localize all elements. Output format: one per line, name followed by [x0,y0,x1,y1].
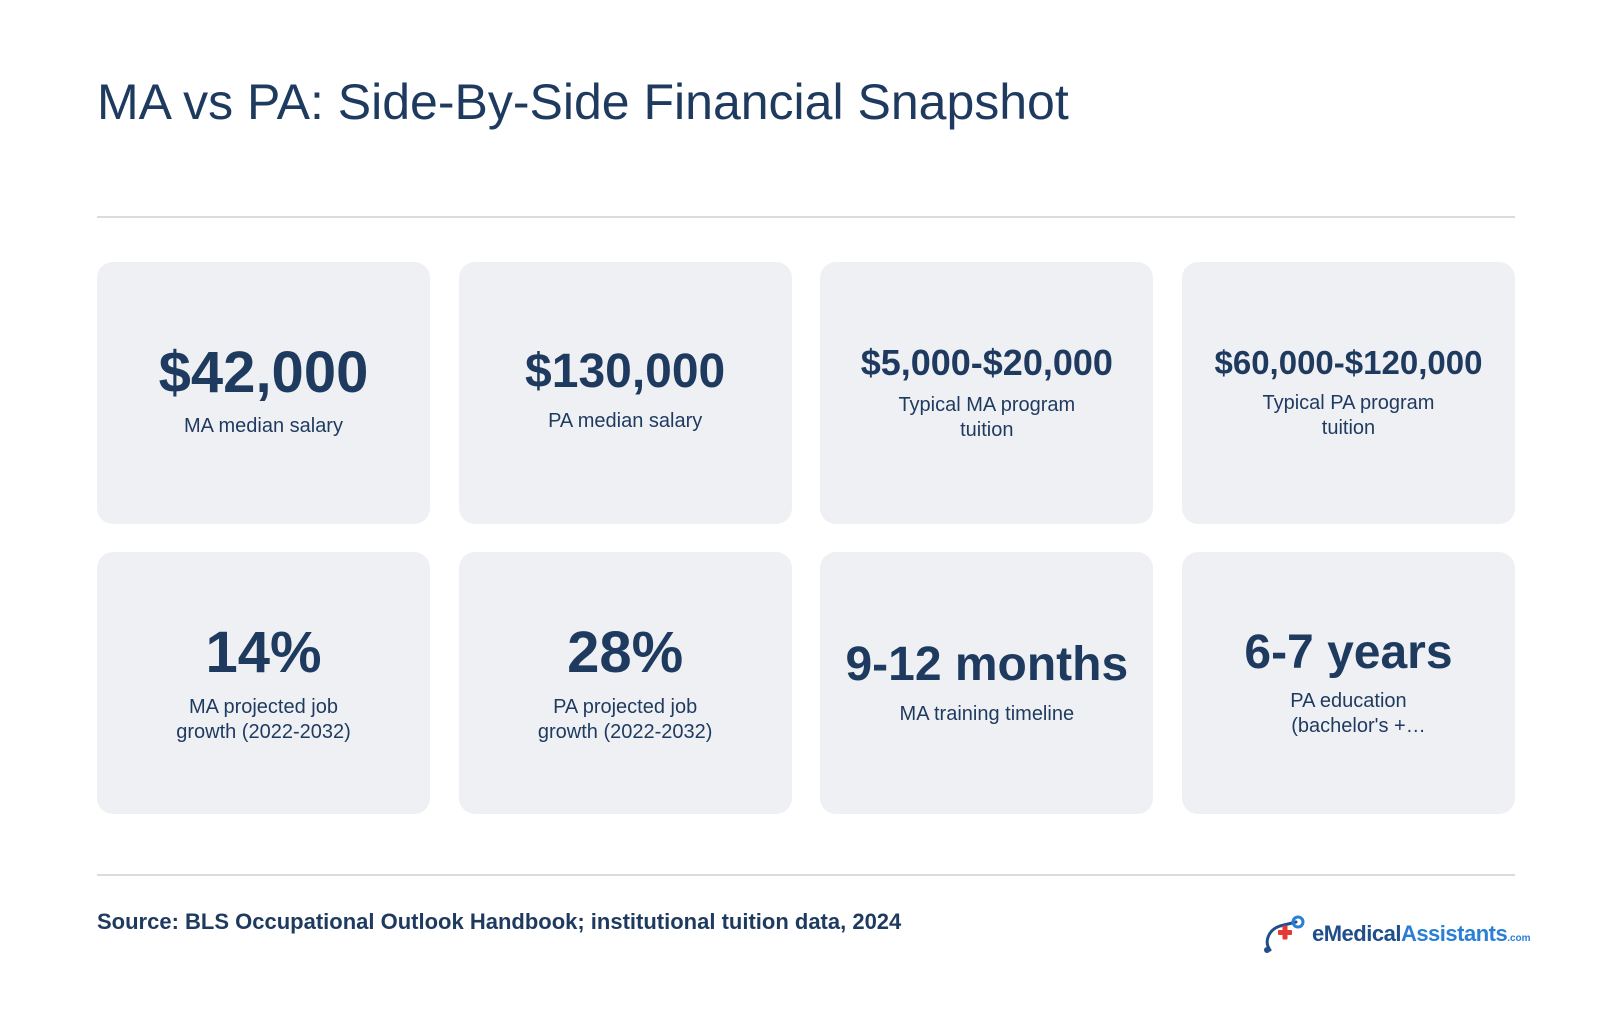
stat-label: PA median salary [548,409,703,432]
stat-card-pa-growth: 28% PA projected job growth (2022-2032) [458,552,792,814]
stat-card-ma-tuition: $5,000-$20,000 Typical MA program tuitio… [820,262,1154,524]
medical-cross-logo-icon [1264,915,1305,953]
stat-value: $42,000 [158,339,369,405]
bottom-divider [97,874,1515,876]
stat-card-pa-tuition: $60,000-$120,000 Typical PA program tuit… [1181,262,1515,524]
stat-value: 28% [567,620,684,686]
stat-label: MA projected job growth (2022-2032) [176,695,351,743]
stat-value: 9-12 months [845,638,1129,692]
logo-wordmark: eMedicalAssistants.com [1312,921,1531,947]
stat-label: MA median salary [184,415,343,438]
top-divider [97,216,1515,218]
stat-value: 14% [205,620,322,686]
stat-label: PA projected job growth (2022-2032) [537,695,713,743]
page-title: MA vs PA: Side-By-Side Financial Snapsho… [97,74,1069,130]
stat-value: $60,000-$120,000 [1214,343,1483,381]
stat-value: 6-7 years [1244,625,1453,679]
stat-value: $130,000 [525,345,726,399]
logo-part-2: Assistants [1400,921,1508,946]
brand-logo: eMedicalAssistants.com [1262,914,1531,954]
stat-card-ma-salary: $42,000 MA median salary [97,262,430,524]
stat-card-ma-growth: 14% MA projected job growth (2022-2032) [97,552,430,814]
stat-value: $5,000-$20,000 [860,342,1113,384]
source-note: Source: BLS Occupational Outlook Handboo… [97,909,902,934]
stat-label: MA training timeline [899,702,1075,725]
stat-label: Typical MA program tuition [898,393,1076,441]
stat-label: Typical PA program tuition [1262,392,1435,440]
logo-domain: .com [1507,933,1531,944]
stat-card-pa-education: 6-7 years PA education (bachelor's + mas… [1181,552,1515,814]
stats-grid: $42,000 MA median salary $130,000 PA med… [97,262,1515,814]
stat-label: PA education (bachelor's + master's) [1290,690,1407,738]
stat-card-pa-salary: $130,000 PA median salary [458,262,792,524]
stat-card-ma-timeline: 9-12 months MA training timeline [820,552,1154,814]
logo-part-1: eMedical [1312,921,1401,946]
